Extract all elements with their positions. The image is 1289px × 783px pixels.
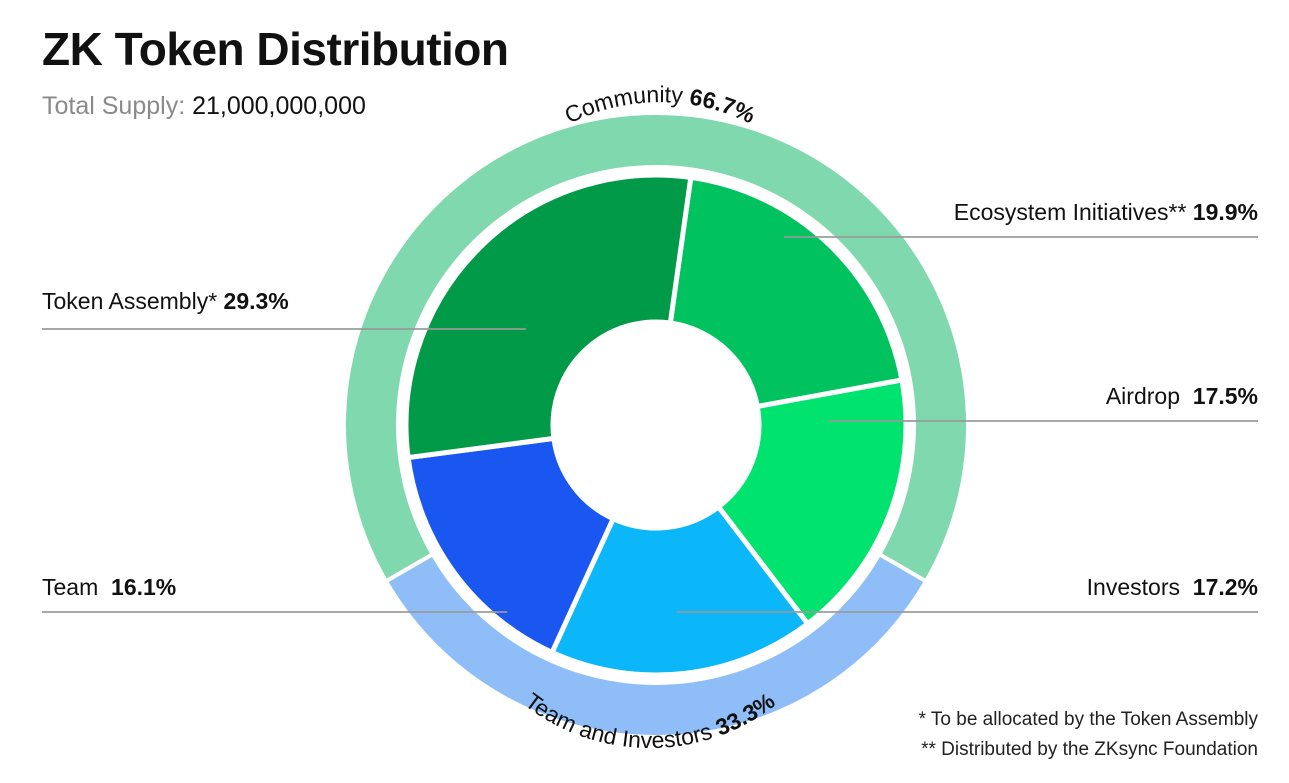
chart-title: ZK Token Distribution <box>42 23 509 75</box>
inner-slice-ecosystem-initiatives <box>667 174 905 409</box>
label-token-assembly: Token Assembly* 29.3% <box>42 288 289 315</box>
label-investors: Investors 17.2% <box>1087 574 1258 601</box>
label-ecosystem-initiatives-value: 19.9% <box>1192 199 1258 225</box>
inner-slice-team <box>405 435 616 655</box>
total-supply-value: 21,000,000,000 <box>192 92 366 120</box>
label-airdrop-value: 17.5% <box>1192 383 1258 409</box>
total-supply-label: Total Supply: <box>42 92 186 120</box>
label-team: Team 16.1% <box>42 574 176 601</box>
label-token-assembly-name: Token Assembly* <box>42 288 218 314</box>
label-ecosystem-initiatives: Ecosystem Initiatives** 19.9% <box>954 199 1258 226</box>
label-team-name: Team <box>42 574 99 600</box>
inner-slice-token-assembly <box>403 172 694 461</box>
footnote-zksync-foundation: ** Distributed by the ZKsync Foundation <box>921 739 1258 760</box>
label-investors-name: Investors <box>1086 574 1180 600</box>
footnote-token-assembly: * To be allocated by the Token Assembly <box>918 709 1258 730</box>
label-team-value: 16.1% <box>111 574 177 600</box>
outer-ring <box>342 111 970 739</box>
label-airdrop-name: Airdrop <box>1105 383 1180 409</box>
outer-slice-team-and-investors <box>383 551 929 739</box>
label-investors-value: 17.2% <box>1192 574 1258 600</box>
inner-ring <box>403 172 909 678</box>
outer-slice-community <box>342 111 970 585</box>
label-ecosystem-initiatives-name: Ecosystem Initiatives** <box>953 199 1187 225</box>
total-supply: Total Supply: 21,000,000,000 <box>42 92 366 121</box>
inner-slice-investors <box>549 504 811 678</box>
label-token-assembly-value: 29.3% <box>223 288 289 314</box>
leader-lines <box>42 236 1258 613</box>
label-airdrop: Airdrop 17.5% <box>1106 383 1258 410</box>
